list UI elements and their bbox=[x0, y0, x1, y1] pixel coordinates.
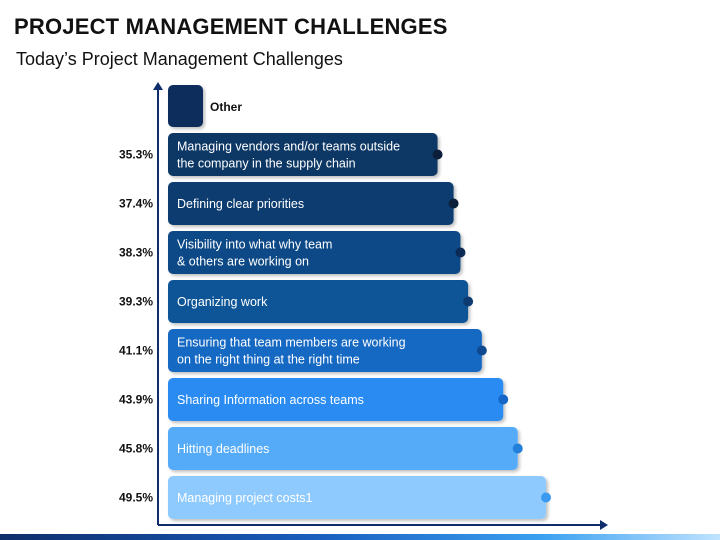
value-label: 43.9% bbox=[119, 393, 153, 407]
bar-group: 41.1% Ensuring that team members are work… bbox=[119, 329, 487, 372]
category-label: Managing project costs1 bbox=[177, 491, 313, 505]
bar bbox=[168, 231, 461, 274]
bar bbox=[168, 133, 438, 176]
bar-end-dot bbox=[512, 443, 523, 454]
bar-group: 35.3% Managing vendors and/or teams outsi… bbox=[119, 133, 443, 176]
category-label: Organizing work bbox=[177, 295, 268, 309]
bar bbox=[168, 280, 469, 323]
value-label: 39.3% bbox=[119, 295, 153, 309]
bar bbox=[168, 476, 546, 519]
bar-end-dot bbox=[498, 394, 509, 405]
bar-group: 43.9% Sharing Information across teams bbox=[119, 378, 509, 421]
bar-end-dot bbox=[476, 345, 487, 356]
value-label: 45.8% bbox=[119, 442, 153, 456]
category-label: the company in the supply chain bbox=[177, 157, 356, 171]
x-axis-arrow-icon bbox=[600, 520, 608, 530]
value-label: 38.3% bbox=[119, 246, 153, 260]
value-label: 41.1% bbox=[119, 344, 153, 358]
bar-group: 45.8% Hitting deadlines bbox=[119, 427, 523, 470]
value-label: 35.3% bbox=[119, 148, 153, 162]
bar-group: 37.4% Defining clear priorities bbox=[119, 182, 459, 225]
category-label: Sharing Information across teams bbox=[177, 393, 364, 407]
legend-label: Other bbox=[210, 100, 242, 114]
category-label: on the right thing at the right time bbox=[177, 353, 360, 367]
legend-swatch bbox=[168, 85, 203, 127]
value-label: 37.4% bbox=[119, 197, 153, 211]
category-label: Ensuring that team members are working bbox=[177, 336, 406, 350]
category-label: Managing vendors and/or teams outside bbox=[177, 140, 400, 154]
page-subtitle: Today’s Project Management Challenges bbox=[16, 49, 343, 69]
bar-end-dot bbox=[432, 149, 443, 160]
bar-group: 38.3% Visibility into what why team & othe… bbox=[119, 231, 466, 274]
footer-strip bbox=[0, 534, 720, 540]
bar bbox=[168, 378, 504, 421]
category-label: & others are working on bbox=[177, 255, 309, 269]
bar-end-dot bbox=[463, 296, 474, 307]
bar-end-dot bbox=[455, 247, 466, 258]
category-label: Hitting deadlines bbox=[177, 442, 269, 456]
bar bbox=[168, 182, 454, 225]
bar bbox=[168, 427, 518, 470]
y-axis-arrow-icon bbox=[153, 82, 163, 90]
bar bbox=[168, 329, 482, 372]
bar-end-dot bbox=[541, 492, 551, 503]
page-title: PROJECT MANAGEMENT CHALLENGES bbox=[14, 14, 448, 39]
bar-group: 39.3% Organizing work bbox=[119, 280, 474, 323]
bar-group: 49.5% Managing project costs1 bbox=[119, 476, 551, 519]
value-label: 49.5% bbox=[119, 491, 153, 505]
bar-end-dot bbox=[448, 198, 459, 209]
category-label: Defining clear priorities bbox=[177, 197, 304, 211]
category-label: Visibility into what why team bbox=[177, 238, 332, 252]
